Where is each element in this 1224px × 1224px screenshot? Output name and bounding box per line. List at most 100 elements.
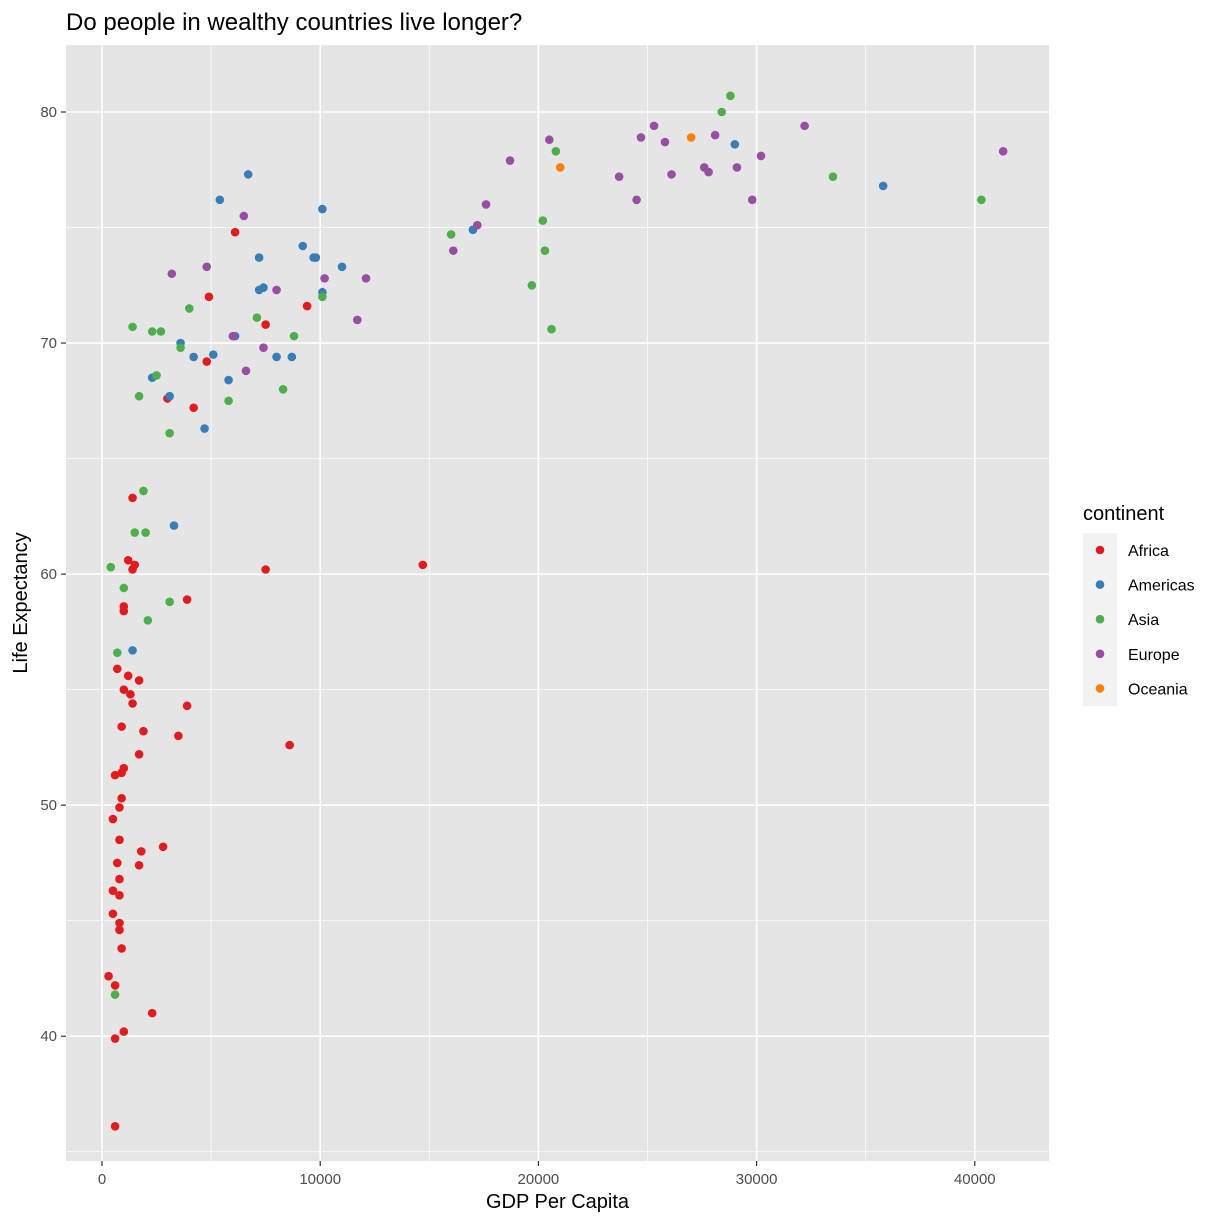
data-point-americas [169,521,179,530]
data-point-africa [110,770,120,780]
legend-label-asia: Asia [1128,612,1159,629]
data-point-africa [302,301,312,311]
legend-marker-oceania [1095,684,1105,693]
data-point-africa [115,835,124,845]
data-point-americas [200,424,209,433]
gridlines [66,45,1049,1161]
y-tick-label: 70 [40,335,57,352]
data-point-africa [110,1034,120,1043]
data-point-africa [174,731,183,741]
legend-title: continent [1083,503,1165,525]
y-axis-title: Life Expectancy [10,532,32,673]
plot-panel [66,45,1049,1161]
data-point-europe [505,156,515,165]
axes: 0 10000 20000 30000 40000 40 50 60 70 80 [40,104,995,1188]
data-point-asia [184,304,194,313]
data-point-americas [189,352,198,362]
data-point-americas [243,170,253,179]
data-point-europe [710,130,720,140]
data-point-africa [104,971,113,981]
data-point-europe [481,200,491,209]
data-point-americas [878,181,888,191]
data-point-oceania [686,133,696,142]
data-point-africa [285,740,294,750]
data-point-africa [182,701,192,711]
data-point-africa [117,793,126,803]
y-tick-label: 60 [40,566,57,583]
data-point-americas [208,350,218,359]
data-point-europe [756,151,766,161]
data-point-africa [139,726,148,736]
data-point-africa [134,860,144,870]
x-tick-label: 10000 [299,1171,341,1188]
data-point-asia [128,322,137,332]
data-point-asia [551,146,561,156]
data-point-europe [272,285,281,295]
data-point-europe [649,121,659,131]
y-tick-label: 40 [40,1028,57,1045]
legend-label-americas: Americas [1128,578,1195,595]
data-point-asia [139,486,148,496]
data-point-africa [117,722,126,731]
data-point-americas [224,375,233,385]
data-point-asia [318,292,327,302]
data-point-africa [112,664,122,674]
data-point-africa [182,595,192,604]
data-point-africa [202,357,212,366]
data-point-europe [228,331,238,341]
data-point-europe [449,246,458,255]
data-point-europe [998,146,1008,156]
data-point-asia [176,343,185,352]
legend-label-oceania: Oceania [1128,681,1188,698]
data-point-europe [660,137,670,147]
data-point-africa [108,886,118,895]
data-point-americas [318,204,327,214]
data-point-europe [732,163,742,172]
legend-marker-africa [1095,545,1105,555]
data-point-asia [540,246,550,255]
data-point-asia [278,384,288,394]
data-point-europe [614,172,624,182]
data-point-africa [119,763,129,773]
data-point-africa [115,890,124,900]
data-point-africa [115,874,124,884]
data-point-europe [747,195,757,205]
data-point-europe [800,121,809,131]
data-point-asia [289,331,299,341]
data-point-africa [115,803,124,812]
data-point-asia [446,230,456,239]
legend-marker-europe [1095,649,1105,659]
data-point-africa [119,1027,129,1036]
data-point-asia [134,391,144,401]
legend: continent Africa Americas Asia Europe Oceani… [1083,503,1195,706]
data-point-americas [272,352,281,362]
data-point-asia [112,648,122,657]
x-axis-title: GDP Per Capita [486,1191,630,1213]
y-tick-label: 80 [40,104,57,121]
x-tick-label: 0 [98,1171,106,1188]
data-point-europe [320,274,329,283]
data-point-asia [547,324,556,334]
data-point-americas [165,391,174,401]
data-point-europe [704,167,713,177]
x-tick-label: 20000 [518,1171,560,1188]
data-point-americas [730,140,740,149]
data-point-europe [361,274,371,283]
data-point-asia [119,583,129,593]
data-point-asia [252,313,262,322]
data-point-africa [110,1122,120,1131]
data-point-africa [204,292,214,302]
data-point-asia [143,616,153,625]
data-point-africa [261,565,270,574]
data-point-europe [202,262,212,272]
data-point-asia [527,280,537,290]
data-points [104,91,1008,1131]
data-point-asia [538,216,548,225]
data-point-asia [828,172,838,182]
data-point-europe [636,133,646,142]
data-point-europe [632,195,641,205]
data-point-europe [167,269,177,279]
data-point-africa [117,944,126,953]
